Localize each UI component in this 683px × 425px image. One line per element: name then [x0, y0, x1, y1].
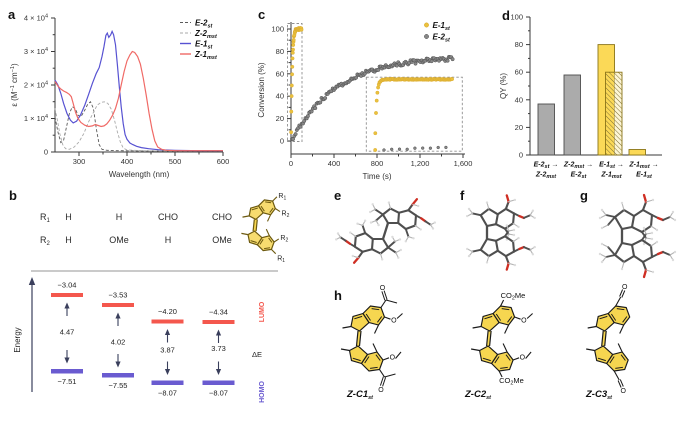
svg-text:CHO: CHO: [158, 212, 178, 222]
svg-text:E-2st →: E-2st →: [534, 162, 559, 171]
svg-text:R2: R2: [40, 235, 51, 247]
svg-text:Time (s): Time (s): [362, 172, 391, 181]
svg-text:600: 600: [217, 157, 230, 166]
svg-text:QY (%): QY (%): [499, 73, 508, 99]
svg-text:LUMO: LUMO: [259, 301, 266, 322]
svg-text:40: 40: [276, 92, 284, 101]
svg-text:E-1st →: E-1st →: [599, 162, 624, 171]
svg-text:g: g: [580, 188, 588, 203]
svg-text:E-1st: E-1st: [195, 40, 214, 51]
svg-text:80: 80: [515, 40, 523, 49]
svg-text:Z-C2st: Z-C2st: [464, 389, 492, 401]
svg-text:800: 800: [371, 159, 384, 168]
svg-text:O: O: [391, 318, 397, 325]
svg-text:Z-1mst: Z-1mst: [194, 50, 218, 61]
svg-text:Z-2mst: Z-2mst: [194, 29, 218, 40]
svg-text:−8.07: −8.07: [209, 389, 228, 398]
svg-text:300: 300: [73, 157, 86, 166]
svg-text:E-2st: E-2st: [571, 172, 588, 181]
svg-text:Z-2mst: Z-2mst: [535, 172, 557, 181]
svg-text:20: 20: [276, 114, 284, 123]
svg-text:60: 60: [515, 68, 523, 77]
svg-text:400: 400: [121, 157, 134, 166]
svg-text:−4.20: −4.20: [158, 307, 177, 316]
svg-text:100: 100: [510, 13, 523, 22]
svg-text:OMe: OMe: [109, 235, 129, 245]
svg-text:O: O: [622, 284, 628, 291]
svg-text:4.02: 4.02: [111, 338, 126, 347]
svg-text:H: H: [65, 212, 72, 222]
svg-text:R1: R1: [40, 212, 51, 224]
svg-text:HOMO: HOMO: [259, 381, 266, 403]
svg-text:H: H: [165, 235, 172, 245]
svg-text:R1: R1: [277, 255, 285, 263]
svg-text:CHO: CHO: [212, 212, 232, 222]
svg-text:−7.55: −7.55: [109, 381, 128, 390]
svg-text:80: 80: [276, 47, 284, 56]
svg-text:0: 0: [289, 159, 293, 168]
svg-text:CO2Me: CO2Me: [499, 376, 524, 387]
svg-text:h: h: [334, 288, 342, 303]
svg-text:R2: R2: [280, 235, 288, 244]
svg-text:−7.51: −7.51: [58, 377, 77, 386]
svg-text:Z-C1st: Z-C1st: [346, 389, 374, 401]
svg-text:H: H: [116, 212, 123, 222]
svg-text:O: O: [521, 318, 527, 325]
svg-text:3 × 104: 3 × 104: [24, 47, 48, 56]
svg-text:4 × 104: 4 × 104: [24, 14, 48, 23]
svg-text:d: d: [502, 8, 510, 23]
svg-text:f: f: [460, 188, 465, 203]
svg-text:O: O: [620, 388, 626, 395]
svg-text:−3.53: −3.53: [109, 291, 128, 300]
svg-text:0: 0: [519, 151, 523, 160]
svg-text:a: a: [8, 7, 16, 22]
svg-text:Energy: Energy: [13, 327, 22, 352]
svg-text:ΔE: ΔE: [252, 350, 262, 359]
svg-text:−4.34: −4.34: [209, 308, 228, 317]
svg-text:Z-2mst →: Z-2mst →: [563, 162, 593, 171]
svg-text:Z-1mst →: Z-1mst →: [628, 162, 658, 171]
svg-text:CO2Me: CO2Me: [501, 291, 526, 302]
svg-text:4.47: 4.47: [60, 328, 75, 337]
svg-text:1,200: 1,200: [411, 159, 430, 168]
svg-text:100: 100: [271, 25, 284, 34]
svg-text:O: O: [390, 354, 396, 361]
svg-text:400: 400: [328, 159, 341, 168]
svg-text:1 × 104: 1 × 104: [24, 114, 48, 123]
svg-text:3.73: 3.73: [211, 344, 226, 353]
svg-text:Conversion (%): Conversion (%): [257, 62, 266, 117]
svg-text:500: 500: [169, 157, 182, 166]
svg-text:E-1st: E-1st: [433, 21, 452, 32]
svg-text:O: O: [380, 285, 386, 292]
svg-text:Z-C3st: Z-C3st: [585, 389, 613, 401]
svg-text:ε (M−1 cm−1): ε (M−1 cm−1): [10, 63, 19, 107]
svg-text:−8.07: −8.07: [158, 389, 177, 398]
svg-text:E-2st: E-2st: [433, 33, 452, 44]
svg-text:O: O: [378, 387, 384, 394]
svg-text:40: 40: [515, 95, 523, 104]
svg-text:3.87: 3.87: [160, 346, 175, 355]
svg-text:−3.04: −3.04: [58, 281, 77, 290]
svg-text:E-1st: E-1st: [636, 172, 653, 181]
svg-text:1,600: 1,600: [454, 159, 473, 168]
svg-text:0: 0: [44, 148, 48, 157]
svg-text:60: 60: [276, 69, 284, 78]
svg-text:20: 20: [515, 123, 523, 132]
svg-text:OMe: OMe: [212, 235, 232, 245]
svg-text:e: e: [334, 188, 341, 203]
svg-text:Z-1mst: Z-1mst: [600, 172, 622, 181]
svg-text:c: c: [258, 7, 265, 22]
svg-text:R1: R1: [278, 193, 286, 202]
svg-text:Wavelength (nm): Wavelength (nm): [109, 170, 170, 179]
svg-text:H: H: [65, 235, 72, 245]
svg-text:E-2st: E-2st: [195, 19, 214, 30]
svg-text:b: b: [9, 188, 17, 203]
svg-text:O: O: [520, 354, 526, 361]
svg-text:0: 0: [280, 137, 284, 146]
svg-text:R2: R2: [282, 210, 290, 219]
svg-text:2 × 104: 2 × 104: [24, 81, 48, 90]
